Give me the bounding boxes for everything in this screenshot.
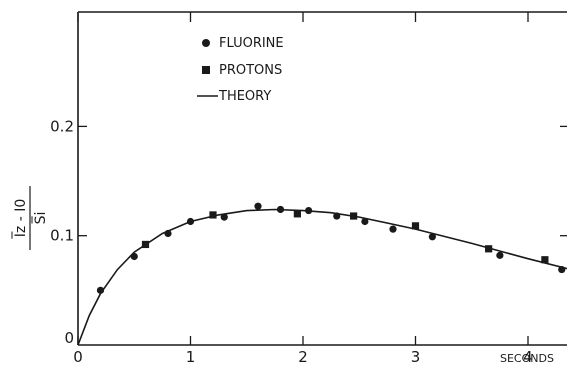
x-tick-label: 3 <box>411 348 421 366</box>
fluorine-point <box>186 217 195 226</box>
fluorine-point <box>389 225 397 233</box>
y-axis-title-numerator: I̅z - I0 <box>11 199 29 240</box>
x-tick-label: 0 <box>73 348 83 366</box>
y-axis-title-denominator: S̅i <box>31 212 49 225</box>
proton-point <box>485 245 493 253</box>
fluorine-point <box>96 286 105 294</box>
proton-point <box>209 211 217 219</box>
proton-point <box>350 212 358 220</box>
fluorine-point <box>164 229 172 238</box>
fluorine-point <box>333 212 341 220</box>
proton-point <box>293 210 301 218</box>
fluorine-point <box>361 217 369 226</box>
fluorine-point <box>276 205 285 214</box>
fluorine-point <box>496 251 504 259</box>
legend: FLUORINE PROTONS THEORY <box>197 36 284 104</box>
legend-protons-marker <box>202 66 210 74</box>
y-tick-label: 0 <box>64 329 74 347</box>
fluorine-point <box>305 206 313 215</box>
legend-label: FLUORINE <box>219 36 284 51</box>
y-tick-label: 0.1 <box>50 227 74 245</box>
theory-curve-layer <box>77 208 567 346</box>
legend-fluorine-marker <box>202 39 210 47</box>
proton-point <box>411 222 420 230</box>
tick-layer: 0123456700.10.2 <box>50 12 567 366</box>
x-axis-title: SECONDS <box>500 352 554 365</box>
proton-point <box>541 256 549 264</box>
theory-curve <box>77 208 567 346</box>
legend-label: PROTONS <box>219 63 282 78</box>
fluorine-point <box>130 252 138 261</box>
x-tick-label: 4 <box>523 348 533 366</box>
fluorine-point <box>558 265 566 274</box>
fluorine-point <box>428 233 436 241</box>
fluorine-point <box>220 213 228 221</box>
x-tick-label: 2 <box>298 348 308 366</box>
legend-label: THEORY <box>218 89 271 104</box>
data-marker-layer <box>96 202 566 294</box>
y-tick-label: 0.2 <box>50 117 74 135</box>
y-axis-title: I̅z - I0 S̅i <box>11 186 49 250</box>
fluorine-point <box>254 202 262 210</box>
x-tick-label: 1 <box>186 348 196 366</box>
plot-frame <box>77 11 567 346</box>
proton-point <box>141 240 150 249</box>
